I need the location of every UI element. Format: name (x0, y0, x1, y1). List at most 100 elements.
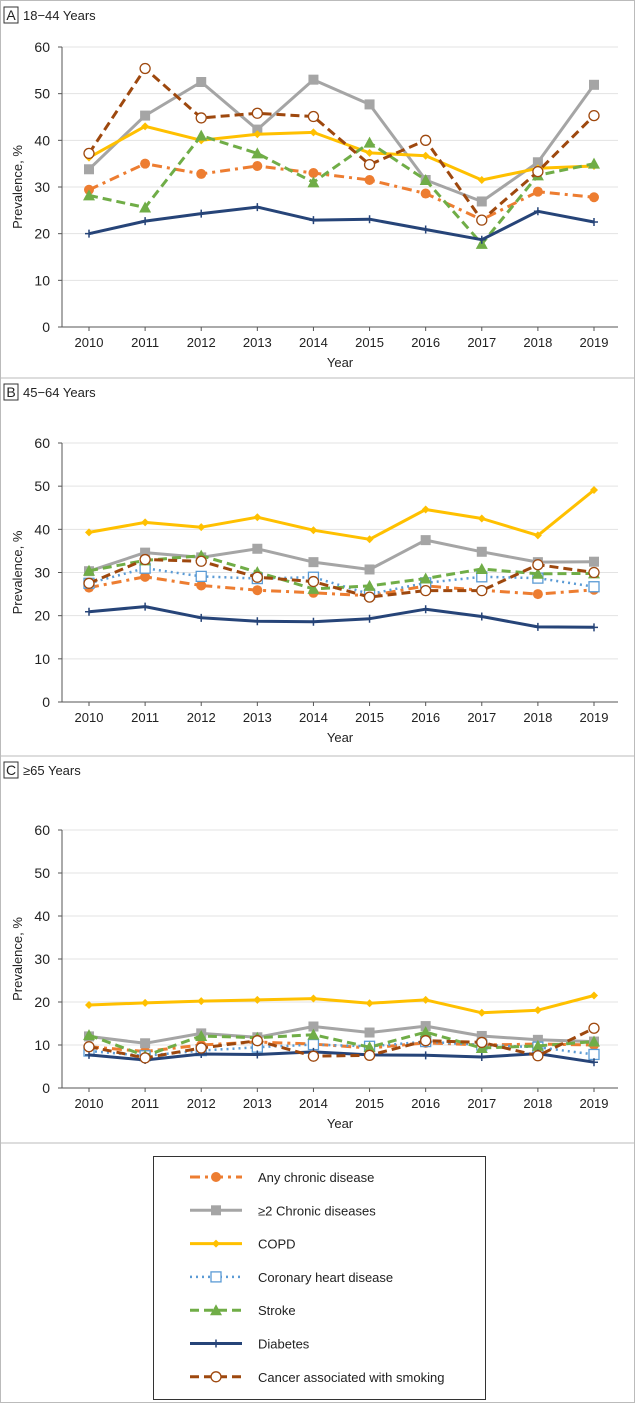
data-point (253, 1050, 262, 1059)
series-line (88, 554, 595, 591)
data-point (531, 1039, 544, 1051)
data-point (588, 581, 600, 593)
x-tick-label: 2010 (75, 1096, 104, 1111)
data-point (141, 998, 150, 1007)
data-point (421, 605, 430, 614)
x-tick-label: 2016 (411, 710, 440, 725)
data-point (588, 109, 600, 122)
data-point (421, 151, 430, 160)
y-tick-label: 30 (34, 951, 50, 967)
data-point (85, 607, 93, 616)
data-point (83, 577, 95, 589)
y-axis-label: Prevalence, % (10, 145, 25, 229)
data-point (253, 995, 262, 1004)
data-point (307, 575, 320, 588)
x-tick-label: 2019 (580, 710, 609, 725)
data-point (141, 518, 150, 527)
data-point (197, 613, 206, 622)
data-point (84, 164, 94, 175)
data-point (309, 994, 318, 1003)
x-axis-label: Year (327, 1116, 354, 1131)
data-point (195, 570, 207, 583)
data-point (531, 567, 544, 579)
data-point (365, 535, 374, 544)
data-point (476, 214, 488, 226)
data-point (252, 161, 263, 171)
y-tick-label: 50 (34, 865, 50, 881)
data-point (85, 528, 93, 537)
data-point (253, 617, 262, 626)
data-point (420, 1021, 431, 1032)
legend-label: Any chronic disease (258, 1170, 374, 1185)
x-tick-label: 2019 (580, 1096, 609, 1111)
data-point (590, 218, 598, 226)
data-point (420, 535, 431, 546)
data-point (364, 564, 375, 575)
data-point (196, 580, 207, 591)
data-point (307, 176, 320, 188)
series-diabetes (85, 602, 598, 632)
data-point (363, 1049, 376, 1061)
data-point (140, 547, 151, 558)
data-point (307, 1050, 320, 1062)
data-point (196, 168, 207, 179)
y-tick-label: 60 (34, 39, 50, 55)
x-tick-label: 2012 (187, 710, 216, 725)
legend-item: Any chronic disease (190, 1170, 374, 1185)
data-point (140, 110, 151, 121)
legend-marker (212, 1339, 220, 1348)
legend-label: Coronary heart disease (258, 1270, 393, 1285)
data-point (140, 571, 151, 582)
data-point (83, 1029, 95, 1041)
y-tick-label: 0 (42, 694, 50, 710)
y-axis-label: Prevalence, % (10, 917, 25, 1001)
data-point (588, 1048, 600, 1061)
data-point (363, 158, 376, 171)
data-point (588, 1035, 600, 1047)
x-tick-label: 2011 (131, 1096, 159, 1111)
panel-letter-box (3, 383, 19, 401)
data-point (139, 1052, 151, 1064)
data-point (590, 486, 598, 495)
data-point (364, 175, 375, 185)
data-point (309, 526, 318, 535)
series-line (88, 124, 595, 182)
data-point (421, 995, 430, 1004)
legend-item: Coronary heart disease (190, 1270, 393, 1285)
data-point (83, 564, 95, 576)
data-point (363, 579, 376, 591)
y-tick-label: 30 (34, 565, 50, 581)
y-tick-label: 10 (34, 1037, 50, 1053)
data-point (590, 623, 598, 632)
data-point (477, 176, 486, 184)
data-point (195, 1029, 208, 1041)
series-line (87, 67, 596, 222)
data-point (365, 999, 374, 1008)
legend-marker (212, 1239, 220, 1248)
data-point (588, 157, 600, 169)
data-point (307, 1028, 320, 1040)
data-point (251, 1035, 263, 1047)
data-point (533, 1006, 542, 1015)
series-line (88, 134, 595, 246)
data-point (532, 1034, 543, 1045)
series-stroke (83, 549, 600, 594)
legend-label: COPD (258, 1237, 296, 1252)
data-point (420, 188, 431, 199)
data-point (477, 514, 486, 523)
data-point (532, 559, 544, 571)
panel-title: ≥65 Years (23, 763, 81, 778)
y-tick-label: 10 (34, 651, 50, 667)
x-tick-label: 2014 (299, 1096, 328, 1111)
y-axis-label: Prevalence, % (10, 530, 25, 614)
data-point (421, 505, 430, 514)
data-point (252, 543, 263, 554)
data-point (308, 1021, 319, 1032)
y-tick-label: 10 (34, 272, 50, 288)
x-tick-label: 2013 (243, 335, 272, 350)
data-point (308, 557, 319, 568)
data-point (533, 531, 542, 540)
legend-item: Cancer associated with smoking (190, 1370, 444, 1385)
series-line (88, 205, 595, 242)
